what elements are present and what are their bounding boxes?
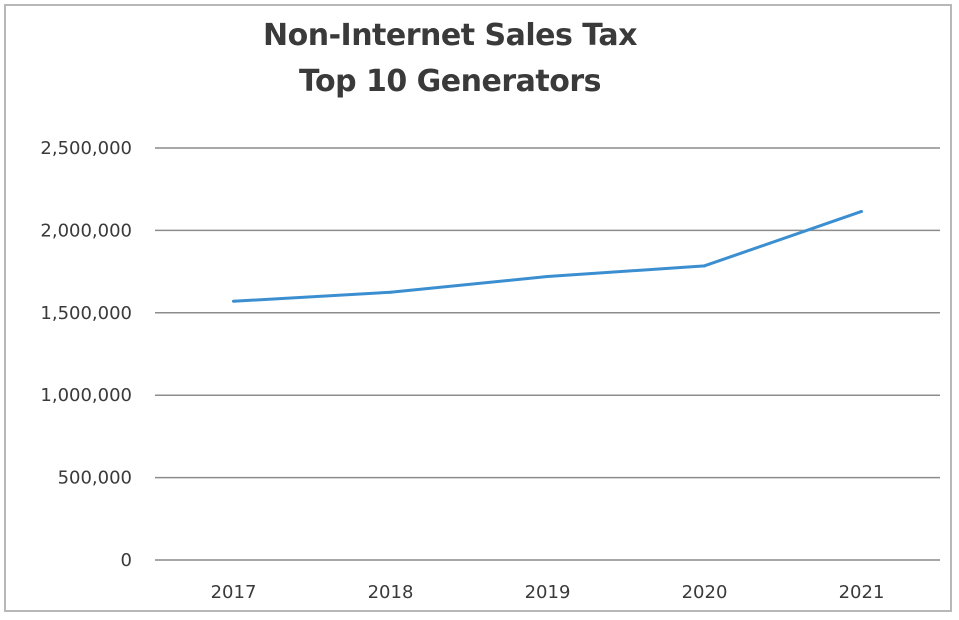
x-tick-label: 2018 [368,582,414,603]
y-tick-label: 0 [121,550,132,571]
x-axis-tick-labels: 2017 2018 2019 2020 2021 [211,582,885,603]
chart-frame [4,4,952,612]
gridlines [155,147,940,561]
data-point [703,264,706,268]
x-tick-label: 2020 [682,582,728,603]
x-tick-label: 2017 [211,582,257,603]
y-tick-label: 500,000 [58,468,132,489]
data-point [546,275,549,279]
data-point [232,299,235,303]
x-tick-label: 2019 [525,582,571,603]
series-layer [232,209,863,303]
chart-subtitle: Top 10 Generators [298,64,602,99]
y-tick-label: 1,000,000 [40,385,132,406]
x-tick-label: 2021 [839,582,885,603]
y-axis-tick-labels: 0 500,000 1,000,000 1,500,000 2,000,000 2,500… [40,138,132,571]
y-tick-label: 2,500,000 [40,138,132,159]
y-tick-label: 1,500,000 [40,303,132,324]
series-line [233,210,862,303]
y-tick-label: 2,000,000 [40,220,132,241]
data-point [389,290,392,294]
chart-title: Non-Internet Sales Tax [263,18,638,53]
data-point [860,209,863,213]
